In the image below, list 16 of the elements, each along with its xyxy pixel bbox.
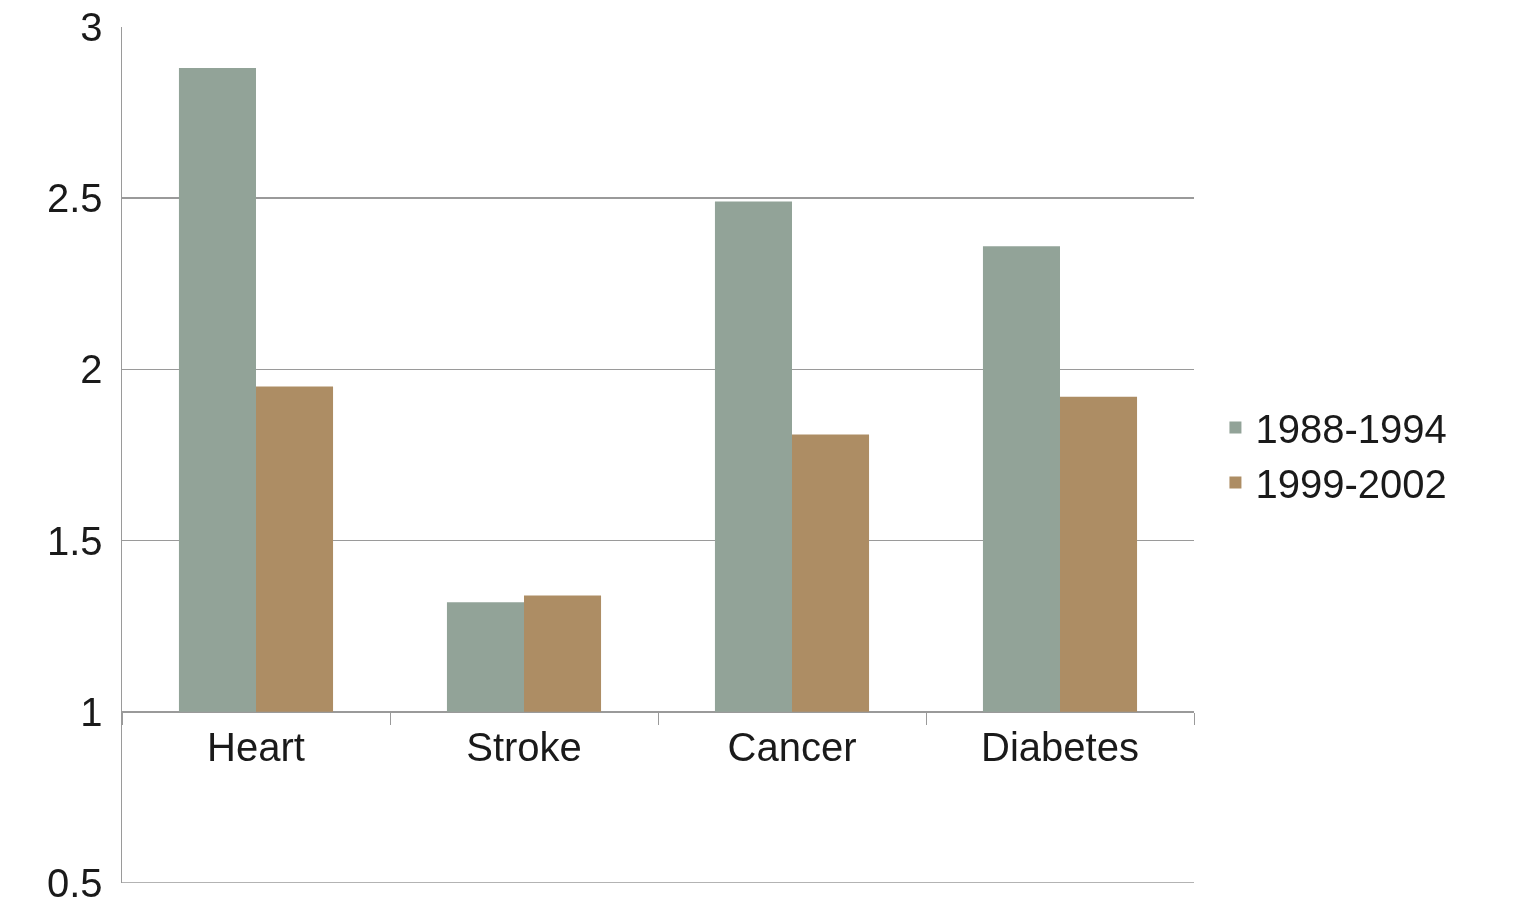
y-tick-label: 0.5 [46,861,103,905]
y-tick-label: 1.5 [46,518,103,563]
x-tick-label: Diabetes [981,725,1139,770]
x-tick-label: Cancer [727,725,857,770]
legend-label: 1988-1994 [1255,407,1447,452]
legend-label: 1999-2002 [1255,462,1447,507]
bar [256,386,334,712]
y-tick-label: 2 [80,347,103,392]
y-tick-label: 1 [80,689,103,734]
bar [524,595,602,712]
x-tick-label: Heart [207,725,305,770]
y-tick-label: 3 [80,5,103,49]
y-tick-label: 2.5 [46,176,103,221]
bar [1060,396,1138,712]
x-tick-label: Stroke [466,725,582,770]
bar [792,434,870,712]
